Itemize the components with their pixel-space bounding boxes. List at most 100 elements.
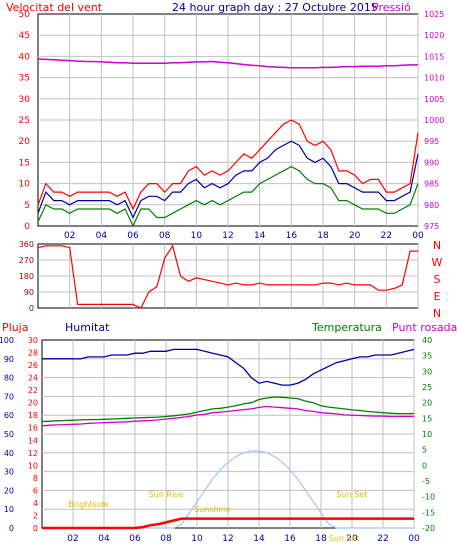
humitat-tick-label: 6: [33, 486, 38, 495]
humitat-tick-label: 12: [28, 449, 38, 458]
y2-tick-label: 980: [424, 201, 439, 210]
x-tick-label: 18: [317, 231, 329, 241]
pluja-tick-label: 100: [0, 336, 14, 345]
x-tick-label: 14: [253, 534, 265, 544]
compass-label: N: [433, 239, 441, 252]
legend-pluja: Pluja: [2, 321, 28, 334]
series-line-avg: [37, 140, 419, 219]
series-line-humitat: [42, 348, 415, 386]
temperatura-tick-label: 30: [422, 367, 432, 376]
x-tick-label: 02: [67, 534, 78, 544]
x-tick-label: 20: [346, 534, 358, 544]
temperatura-tick-label: 10: [422, 430, 432, 439]
x-tick-label: 04: [98, 534, 110, 544]
x-tick-label: 10: [191, 231, 203, 241]
y2-tick-label: 1025: [424, 10, 444, 19]
humitat-tick-label: 20: [28, 399, 38, 408]
temperatura-tick-label: -15: [422, 508, 435, 517]
pluja-tick-label: 0: [9, 524, 14, 533]
annotation-label: Brightside: [68, 500, 109, 509]
humitat-tick-label: 14: [28, 436, 38, 445]
humitat-tick-label: 24: [28, 374, 38, 383]
humitat-tick-label: 2: [33, 511, 38, 520]
y-tick-label: 270: [19, 256, 34, 265]
humitat-tick-label: 28: [28, 349, 38, 358]
y-tick-label: 360: [19, 240, 34, 249]
x-tick-label: 16: [286, 231, 298, 241]
x-tick-label: 08: [159, 231, 171, 241]
series-line-pressure: [37, 58, 418, 69]
pluja-tick-label: 30: [4, 468, 14, 477]
temperatura-tick-label: 0: [422, 461, 427, 470]
humitat-tick-label: 18: [28, 411, 38, 420]
y-tick-label: 15: [19, 158, 30, 168]
page-title: 24 hour graph day : 27 Octubre 2015: [172, 1, 378, 14]
y2-tick-label: 990: [424, 158, 439, 167]
y-tick-label: 90: [24, 288, 34, 297]
x-tick-label: 18: [315, 534, 327, 544]
x-tick-label: 04: [96, 231, 108, 241]
pluja-tick-label: 90: [4, 355, 14, 364]
annotation-label: Sunshine: [194, 505, 231, 514]
legend-temperatura: Temperatura: [311, 321, 382, 334]
y2-tick-label: 995: [424, 137, 439, 146]
humitat-tick-label: 16: [28, 424, 38, 433]
humitat-tick-label: 8: [33, 474, 38, 483]
y2-tick-label: 975: [424, 222, 439, 231]
y2-tick-label: 1010: [424, 74, 444, 83]
y-tick-label: 40: [19, 52, 31, 62]
temperatura-tick-label: 20: [422, 399, 432, 408]
x-tick-label: 12: [222, 231, 233, 241]
humitat-tick-label: 26: [28, 361, 38, 370]
y-tick-label: 45: [19, 31, 30, 41]
annotation-label: Sun Set: [337, 490, 368, 499]
temperatura-tick-label: 35: [422, 352, 432, 361]
series-line-punt_rosada: [41, 405, 414, 427]
y-tick-label: 5: [24, 201, 30, 211]
y-tick-label: 20: [19, 137, 31, 147]
y-tick-label: 180: [19, 272, 34, 281]
x-tick-label: 14: [254, 231, 266, 241]
y-tick-label: 10: [19, 180, 31, 190]
x-tick-label: 10: [191, 534, 203, 544]
x-tick-label: 20: [349, 231, 361, 241]
humitat-tick-label: 10: [28, 461, 38, 470]
compass-label: N: [433, 307, 441, 320]
pluja-tick-label: 60: [4, 411, 14, 420]
y-tick-label: 35: [19, 74, 30, 84]
temperatura-tick-label: -5: [422, 477, 430, 486]
y2-tick-label: 1005: [424, 95, 444, 104]
temperatura-tick-label: 15: [422, 414, 432, 423]
y-tick-label: 0: [24, 222, 30, 232]
temperatura-tick-label: 25: [422, 383, 432, 392]
annotation-label: Sun Set: [329, 534, 360, 543]
humitat-tick-label: 0: [33, 524, 38, 533]
temperatura-tick-label: 40: [422, 336, 432, 345]
pressure-label: Pressió: [372, 1, 411, 14]
series-line-pluja: [42, 517, 414, 530]
x-tick-label: 00: [412, 231, 424, 241]
temperatura-tick-label: -20: [422, 524, 435, 533]
y-tick-label: 0: [29, 304, 34, 313]
humitat-tick-label: 22: [28, 386, 38, 395]
rain-humidity-temperature-chart: 0102030405060708090100024681012141618202…: [0, 336, 435, 544]
y2-tick-label: 985: [424, 180, 439, 189]
pluja-tick-label: 10: [4, 505, 14, 514]
legend-humitat: Humitat: [65, 321, 110, 334]
x-tick-label: 16: [284, 534, 296, 544]
compass-label: S: [434, 273, 441, 286]
y-tick-label: 50: [19, 10, 31, 20]
y2-tick-label: 1015: [424, 52, 444, 61]
y2-tick-label: 1000: [424, 116, 444, 125]
temperatura-tick-label: 5: [422, 446, 427, 455]
temperatura-tick-label: -10: [422, 493, 435, 502]
series-line-direction: [37, 244, 418, 309]
pluja-tick-label: 70: [4, 392, 14, 401]
compass-label: E: [434, 290, 441, 303]
pluja-tick-label: 40: [4, 449, 14, 458]
pluja-tick-label: 20: [4, 486, 14, 495]
